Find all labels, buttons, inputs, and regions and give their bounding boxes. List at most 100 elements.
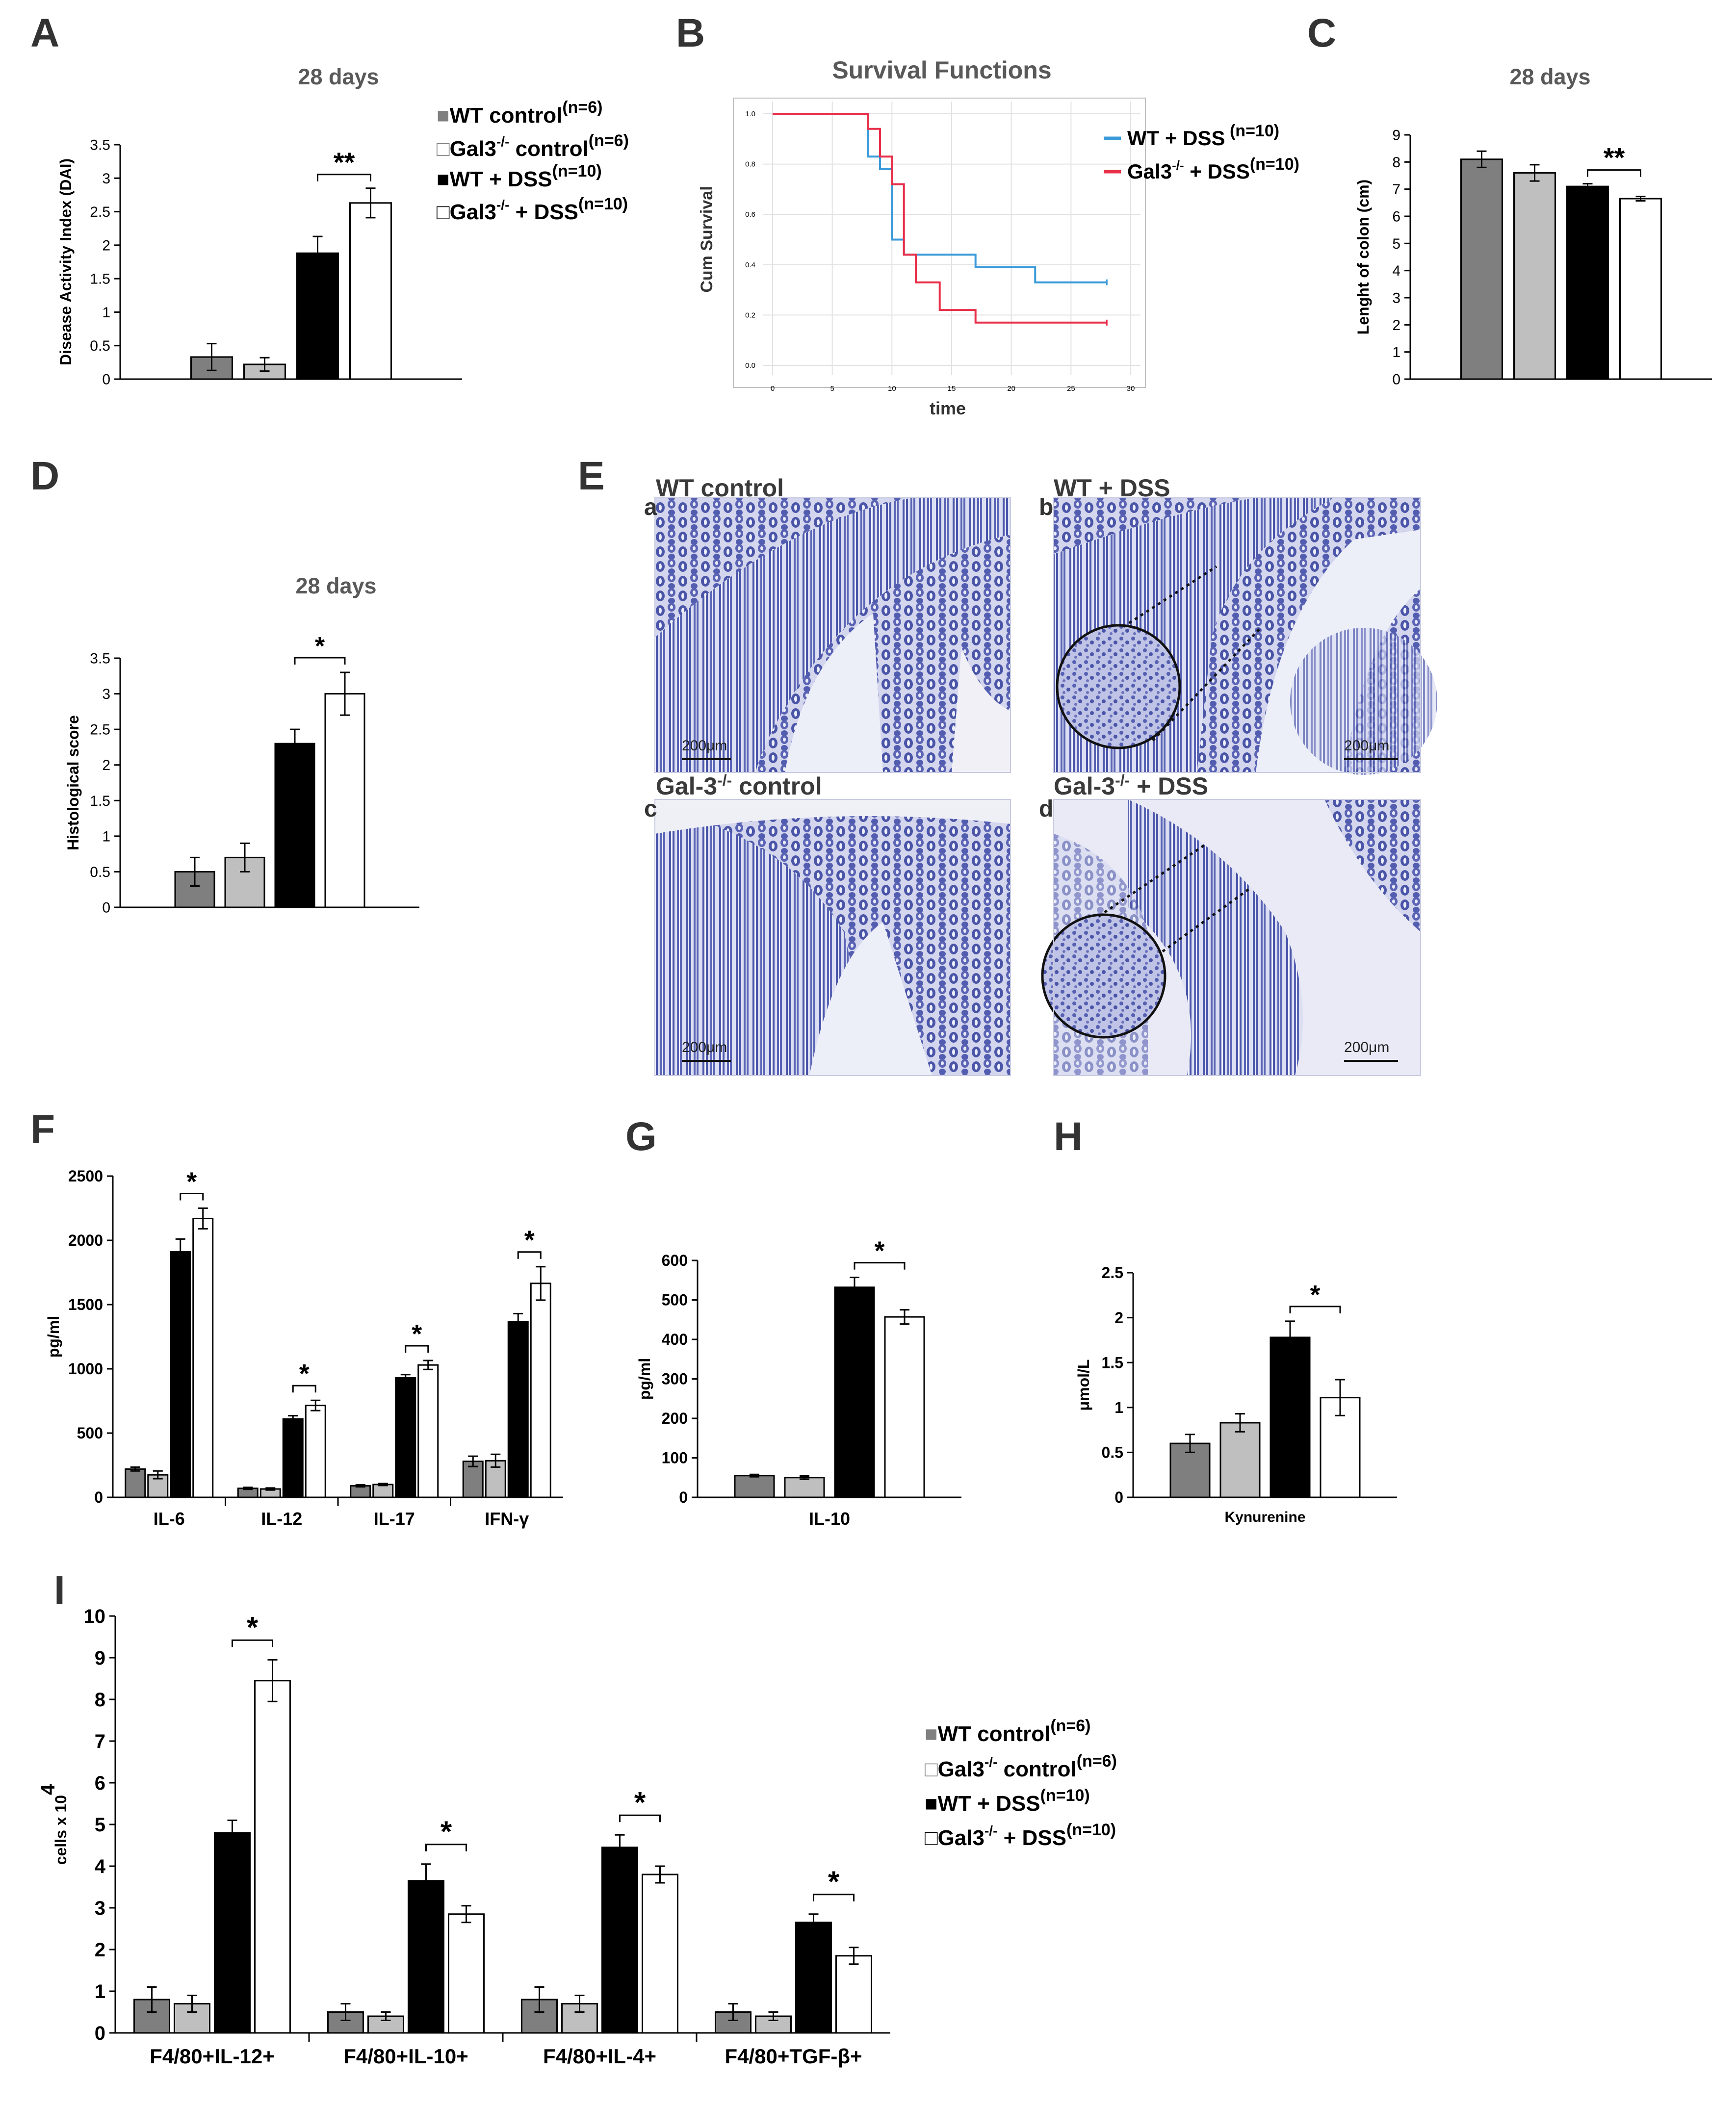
- panel-letter-g: G: [625, 1114, 657, 1159]
- x-tick-label: 20: [1007, 385, 1015, 393]
- svg-text:c: c: [644, 796, 657, 822]
- svg-text:□Gal3-/- control(n=6): □Gal3-/- control(n=6): [925, 1752, 1117, 1781]
- y-tick-label: 5: [1392, 236, 1400, 252]
- y-tick-label: 1: [102, 828, 110, 845]
- bar: [349, 202, 392, 380]
- y-tick-label: 300: [662, 1370, 688, 1388]
- legend-item-wt-dss: ■WT + DSS(n=10): [437, 162, 602, 191]
- histology-panel: a WT control 200μm b WT + DSS 200μm: [644, 474, 1437, 1076]
- svg-text:Gal-3-/- control: Gal-3-/- control: [656, 771, 822, 800]
- y-tick-label: 600: [662, 1252, 688, 1269]
- y-tick-label: 3: [95, 1898, 105, 1919]
- significance-bracket: [405, 1345, 429, 1353]
- bar: [372, 1484, 394, 1498]
- y-tick-label: 2: [95, 1939, 105, 1961]
- significance-bracket: [813, 1894, 855, 1901]
- bar: [417, 1364, 439, 1498]
- y-tick-label: 7: [1392, 181, 1400, 198]
- y-tick-label: 9: [1392, 128, 1400, 144]
- histology-image-gal3-dss: d Gal-3-/- + DSS 200μm: [1039, 771, 1421, 1076]
- panel-letter-h: H: [1054, 1114, 1083, 1159]
- y-tick-label: 1500: [68, 1296, 103, 1313]
- significance-bracket: [1587, 169, 1641, 177]
- y-tick-label: 2.5: [90, 204, 110, 220]
- significance-bracket: [317, 174, 371, 181]
- y-tick-label: 0: [102, 372, 110, 388]
- significance-bracket: [619, 1814, 661, 1823]
- significance-bracket: [854, 1262, 906, 1270]
- chart-title: 28 days: [295, 573, 376, 598]
- y-tick-label: 0: [1114, 1489, 1123, 1506]
- y-tick-label: 0.5: [90, 338, 110, 354]
- svg-text:□Gal3-/- + DSS(n=10): □Gal3-/- + DSS(n=10): [925, 1821, 1116, 1850]
- y-tick-label: 2: [102, 237, 110, 254]
- y-tick-label: 1.0: [745, 110, 755, 118]
- y-tick-label: 200: [662, 1410, 688, 1427]
- y-tick-label: 1: [1114, 1399, 1123, 1416]
- x-tick-label: 30: [1127, 385, 1135, 393]
- y-tick-label: 4: [95, 1856, 106, 1877]
- panel-letter-i: I: [54, 1568, 65, 1613]
- bar: [296, 252, 339, 380]
- y-tick-label: 0: [679, 1489, 688, 1506]
- legend-label-wt-dss: WT + DSS (n=10): [1127, 122, 1279, 150]
- bar: [192, 1217, 214, 1498]
- significance-label: *: [1310, 1280, 1320, 1309]
- x-category-label: IFN-γ: [485, 1509, 529, 1529]
- y-tick-label: 1.5: [90, 271, 110, 287]
- bar: [305, 1405, 326, 1498]
- y-tick-label: 7: [95, 1731, 105, 1752]
- bar: [395, 1377, 416, 1498]
- y-tick-label: 0.4: [745, 261, 755, 269]
- bar: [274, 743, 315, 908]
- y-axis-label: pg/ml: [636, 1358, 653, 1400]
- significance-label: *: [299, 1359, 310, 1388]
- bar: [507, 1321, 529, 1498]
- y-tick-label: 2.5: [90, 722, 110, 738]
- significance-bracket: [294, 657, 346, 665]
- svg-text:□Gal3-/- control(n=6): □Gal3-/- control(n=6): [437, 131, 629, 161]
- svg-text:200μm: 200μm: [682, 1039, 727, 1055]
- y-tick-label: 6: [1392, 209, 1400, 225]
- y-tick-label: 100: [662, 1449, 688, 1467]
- y-tick-label: 1.5: [1102, 1354, 1123, 1371]
- significance-label: *: [315, 632, 325, 661]
- svg-text:■WT control(n=6): ■WT control(n=6): [925, 1717, 1091, 1746]
- bar: [835, 1955, 872, 2034]
- bar: [462, 1461, 484, 1498]
- bar: [1460, 158, 1503, 380]
- bar: [1270, 1336, 1311, 1498]
- y-tick-label: 0: [1392, 372, 1400, 388]
- y-tick-label: 1: [95, 1981, 105, 2002]
- significance-bracket: [425, 1844, 467, 1851]
- significance-bracket: [232, 1639, 273, 1647]
- y-tick-label: 500: [77, 1424, 103, 1442]
- chart-title: 28 days: [1509, 64, 1590, 89]
- svg-text:a: a: [644, 494, 657, 520]
- x-category-label: IL-6: [154, 1509, 185, 1529]
- significance-label: *: [524, 1226, 535, 1255]
- y-axis-label: cells x 104: [37, 1784, 70, 1865]
- chart-g-il10: 0 100 200 300 400 500 600 pg/ml IL-10 *: [636, 1236, 961, 1529]
- significance-label: *: [634, 1786, 646, 1819]
- x-category-label: IL-12: [261, 1509, 302, 1529]
- significance-label: *: [440, 1815, 452, 1848]
- y-tick-label: 2.5: [1102, 1264, 1123, 1282]
- legend-item-wt-control: ■WT control(n=6): [437, 98, 603, 128]
- y-tick-label: 0: [102, 900, 110, 916]
- x-tick-label: 25: [1067, 385, 1075, 393]
- panel-letter-d: D: [30, 454, 59, 498]
- y-tick-label: 8: [1392, 154, 1400, 171]
- bar: [1566, 185, 1609, 380]
- legend-item-gal3-control: □Gal3-/- control(n=6): [437, 131, 629, 161]
- svg-text:WT control: WT control: [656, 474, 784, 502]
- panel-letter-b: B: [676, 11, 705, 55]
- bar: [1619, 198, 1662, 380]
- chart-h-kynurenine: 0 0.5 1 1.5 2 2.5 μmol/L Kynurenine *: [1075, 1264, 1397, 1525]
- chart-c-colon-length: 28 days 0 1 2 3 4 5 6 7 8 9 Lenght of colon (cm) **: [1354, 64, 1712, 388]
- chart-title: Survival Functions: [832, 56, 1051, 84]
- y-tick-label: 2: [102, 757, 110, 773]
- x-tick-label: 10: [888, 385, 896, 393]
- x-category-label: IL-10: [809, 1509, 850, 1529]
- svg-text:b: b: [1039, 494, 1053, 520]
